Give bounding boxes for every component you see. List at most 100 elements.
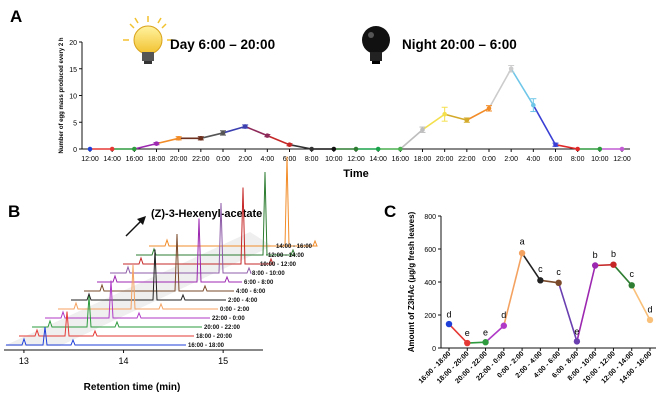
x-tick-label-a: 8:00 [571,156,585,163]
y-tick-label-a: 10 [69,94,77,101]
x-tick-label-a: 0:00 [482,156,496,163]
significance-letter: d [501,310,506,320]
data-point-a [287,142,292,148]
series-segment-c [521,252,542,281]
chromatogram-trace [110,202,252,274]
x-tick-label-a: 22:00 [458,156,476,163]
x-tick-label-a: 4:00 [261,156,275,163]
data-point-a [87,146,93,152]
x-tick-label-a: 20:00 [436,156,454,163]
data-point-c [591,262,599,269]
trace-label: 2:00 - 4:00 [228,298,258,304]
significance-letter: c [629,269,634,279]
data-point-c [445,320,453,328]
significance-letter: b [611,249,616,259]
data-point-c [610,261,617,268]
significance-letter: c [538,264,543,274]
data-point-a [109,146,115,152]
x-tick-label-a: 4:00 [527,156,541,163]
data-point-a [353,146,359,152]
series-segment-a [156,137,179,145]
chromatogram-trace [19,311,194,337]
series-segment-c [631,284,651,321]
y-tick-label-c: 600 [424,247,436,254]
peak-label: (Z)-3-Hexenyl-acetate [151,208,262,220]
series-segment-a [200,132,224,140]
x-tick-label-a: 18:00 [148,156,166,163]
y-tick-label-a: 15 [69,67,77,74]
data-point-a [220,130,226,136]
trace-label: 16:00 - 18:00 [188,343,225,349]
data-point-a [619,146,625,152]
x-tick-label-a: 20:00 [170,156,188,163]
data-point-a [531,102,536,108]
y-axis-title-a: Number of egg mass produced every 2 h [59,37,65,153]
data-point-c [573,338,581,345]
data-point-a [464,117,470,123]
series-segment-a [510,68,535,106]
x-tick-label-b: 15 [218,356,228,366]
chromatogram-trace [84,233,234,292]
trace-label: 8:00 - 10:00 [252,271,285,277]
series-segment-a [488,68,512,109]
series-segment-a [444,113,468,121]
y-tick-label-a: 0 [73,147,77,154]
trace-label: 20:00 - 22:00 [204,325,241,331]
data-point-a [132,146,137,152]
y-tick-label-a: 20 [69,40,77,47]
data-point-c [646,316,654,324]
significance-letter: d [446,309,451,319]
x-tick-label-a: 10:00 [325,156,343,163]
y-tick-label-c: 0 [432,346,436,353]
y-tick-label-a: 5 [73,120,77,127]
chromatogram-trace [58,264,218,310]
x-tick-label-a: 12:00 [347,156,365,163]
data-point-c [628,282,635,289]
chromatogram-trace [45,280,210,319]
series-segment-a [422,113,446,131]
x-tick-label-a: 16:00 [392,156,410,163]
chromatogram-trace [149,156,318,247]
x-axis-title-b: Retention time (min) [84,382,181,393]
data-point-a [375,146,381,152]
trace-label: 10:00 - 12:00 [260,262,297,268]
series-segment-c [448,323,468,344]
series-segment-c [503,252,523,326]
x-tick-label-a: 14:00 [369,156,387,163]
data-point-a [331,146,337,152]
chromatogram-trace [32,295,202,328]
data-point-a [176,136,181,141]
data-point-a [242,124,248,129]
data-point-a [508,66,514,72]
lightbulb-icon [123,16,173,64]
data-point-c [555,279,562,287]
chart-b: 14:00 - 16:00 12:00 - 14:00 10:00 - 12:00 8… [4,156,318,393]
series-segment-a [267,134,290,146]
x-tick-label-a: 22:00 [192,156,210,163]
significance-letter: e [574,327,579,337]
data-point-a [442,111,447,117]
chromatogram-trace [123,187,274,265]
trace-label: 14:00 - 16:00 [276,244,313,250]
panel-a: A Day 6:00 – 20:00 Night 20:00 – 6 [10,7,631,180]
x-tick-label-a: 18:00 [414,156,432,163]
data-point-a [597,146,603,152]
night-label: Night 20:00 – 6:00 [402,37,517,52]
x-tick-label-a: 6:00 [283,156,297,163]
data-point-a [398,146,403,152]
data-point-c [537,277,544,284]
chart-a: 0 5 10 15 20 12:00 14:00 16:00 18:00 20:00 22:00 0:… [59,37,631,180]
data-point-c [482,339,489,346]
trace-label: 4:00 - 6:00 [236,289,266,295]
chromatogram-trace [97,218,242,283]
trace-label: 22:00 - 0:00 [212,316,245,322]
data-point-a [553,142,558,148]
data-point-a [265,133,270,138]
data-point-a [309,146,314,152]
x-axis-title-a: Time [343,168,368,180]
series-segment-a [466,107,490,121]
x-tick-label-a: 8:00 [305,156,319,163]
trace-label: 12:00 - 14:00 [268,253,305,259]
